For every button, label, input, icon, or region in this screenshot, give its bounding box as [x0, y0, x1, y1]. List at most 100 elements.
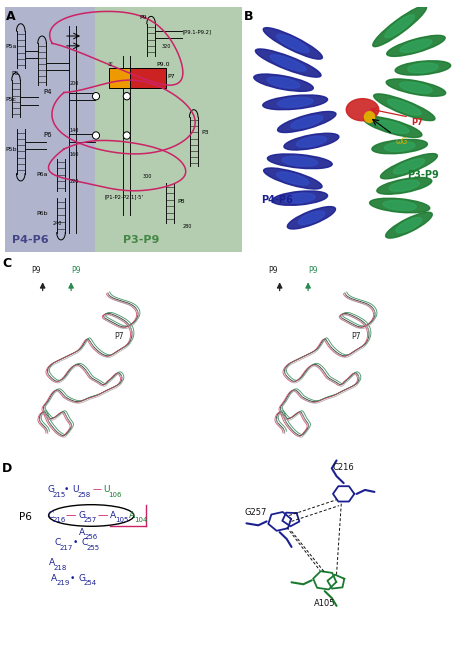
- Circle shape: [123, 132, 130, 140]
- Text: —: —: [92, 485, 101, 495]
- Ellipse shape: [270, 55, 306, 71]
- Circle shape: [365, 111, 374, 122]
- Circle shape: [92, 132, 100, 140]
- Text: 106: 106: [109, 492, 122, 498]
- Text: 254: 254: [83, 580, 97, 586]
- Ellipse shape: [346, 99, 379, 121]
- Bar: [5, 7, 128, 252]
- Text: •: •: [70, 574, 75, 583]
- Text: 200: 200: [70, 81, 79, 86]
- Circle shape: [123, 92, 130, 100]
- Text: [P1-P2-P2.1]·5': [P1-P2-P2.1]·5': [104, 194, 143, 199]
- Ellipse shape: [284, 133, 339, 150]
- Ellipse shape: [287, 206, 336, 229]
- Ellipse shape: [291, 115, 323, 128]
- Text: P6b: P6b: [36, 212, 47, 216]
- Text: [P9.1-P9.2]: [P9.1-P9.2]: [182, 29, 211, 35]
- Text: 216: 216: [53, 517, 66, 523]
- Text: P9.0: P9.0: [156, 62, 170, 67]
- Text: 255: 255: [87, 545, 100, 551]
- Text: 220: 220: [70, 179, 79, 185]
- Ellipse shape: [395, 61, 451, 75]
- Text: 240: 240: [52, 221, 62, 226]
- Text: 3': 3': [108, 62, 114, 67]
- Ellipse shape: [254, 74, 313, 91]
- Text: P3: P3: [201, 130, 209, 136]
- Text: P4-P6: P4-P6: [12, 234, 48, 245]
- Text: C: C: [47, 511, 54, 520]
- Bar: [130, 68, 166, 88]
- Ellipse shape: [377, 178, 432, 195]
- Text: P6: P6: [44, 132, 52, 138]
- Ellipse shape: [272, 191, 328, 205]
- Text: A: A: [48, 558, 55, 567]
- Ellipse shape: [400, 39, 432, 52]
- Text: U: U: [72, 485, 79, 495]
- Ellipse shape: [255, 49, 321, 77]
- Text: P7: P7: [114, 332, 123, 341]
- Ellipse shape: [377, 121, 409, 134]
- Text: —: —: [97, 510, 108, 521]
- Ellipse shape: [386, 212, 432, 238]
- Text: P9: P9: [140, 15, 147, 20]
- Ellipse shape: [278, 111, 336, 132]
- Text: U: U: [103, 485, 109, 495]
- Text: D: D: [2, 462, 13, 476]
- Ellipse shape: [400, 82, 432, 93]
- Ellipse shape: [267, 77, 300, 88]
- Ellipse shape: [384, 141, 415, 151]
- Text: P9: P9: [268, 267, 277, 276]
- Text: •: •: [73, 538, 78, 548]
- Text: P9: P9: [308, 267, 318, 276]
- Text: 219: 219: [56, 580, 70, 586]
- Bar: [109, 68, 130, 88]
- Text: 218: 218: [54, 565, 67, 571]
- Text: C: C: [55, 538, 61, 548]
- Text: P5b: P5b: [5, 147, 17, 153]
- Text: 160: 160: [70, 153, 79, 157]
- Text: 258: 258: [78, 492, 91, 498]
- Text: A: A: [110, 511, 116, 520]
- Ellipse shape: [408, 63, 438, 73]
- Text: C216: C216: [333, 463, 355, 472]
- Text: G257: G257: [244, 508, 266, 517]
- Text: A: A: [80, 528, 85, 536]
- Ellipse shape: [381, 153, 438, 179]
- Ellipse shape: [374, 94, 435, 121]
- Text: P5c: P5c: [5, 97, 16, 102]
- Text: P4-P6: P4-P6: [261, 195, 292, 205]
- Text: 300: 300: [142, 174, 152, 179]
- Text: 140: 140: [70, 128, 79, 133]
- Text: B: B: [244, 10, 254, 23]
- Ellipse shape: [387, 100, 421, 115]
- Ellipse shape: [277, 98, 313, 107]
- Ellipse shape: [389, 180, 419, 191]
- Ellipse shape: [263, 95, 328, 109]
- Text: ωG: ωG: [395, 137, 407, 145]
- Ellipse shape: [284, 193, 315, 203]
- Text: G: G: [47, 485, 55, 495]
- Text: P8: P8: [178, 199, 185, 204]
- Text: P7: P7: [167, 74, 175, 79]
- Ellipse shape: [277, 172, 309, 185]
- Ellipse shape: [298, 211, 325, 225]
- Ellipse shape: [385, 14, 415, 38]
- Text: G: G: [78, 574, 85, 583]
- Text: 257: 257: [84, 517, 97, 523]
- Ellipse shape: [383, 200, 416, 210]
- Ellipse shape: [267, 154, 332, 168]
- Text: 215: 215: [53, 492, 66, 498]
- Text: P5a: P5a: [5, 45, 17, 49]
- Bar: [95, 7, 242, 252]
- Text: 104: 104: [135, 517, 148, 523]
- Text: P6: P6: [19, 512, 32, 523]
- Text: C: C: [82, 538, 88, 548]
- Text: P3-P9: P3-P9: [407, 170, 439, 181]
- Text: 105: 105: [116, 517, 129, 523]
- Ellipse shape: [282, 157, 318, 166]
- Text: 280: 280: [182, 223, 192, 229]
- Text: P9: P9: [71, 267, 81, 276]
- Text: A: A: [6, 10, 16, 23]
- Ellipse shape: [393, 159, 425, 174]
- Text: P4: P4: [44, 88, 52, 95]
